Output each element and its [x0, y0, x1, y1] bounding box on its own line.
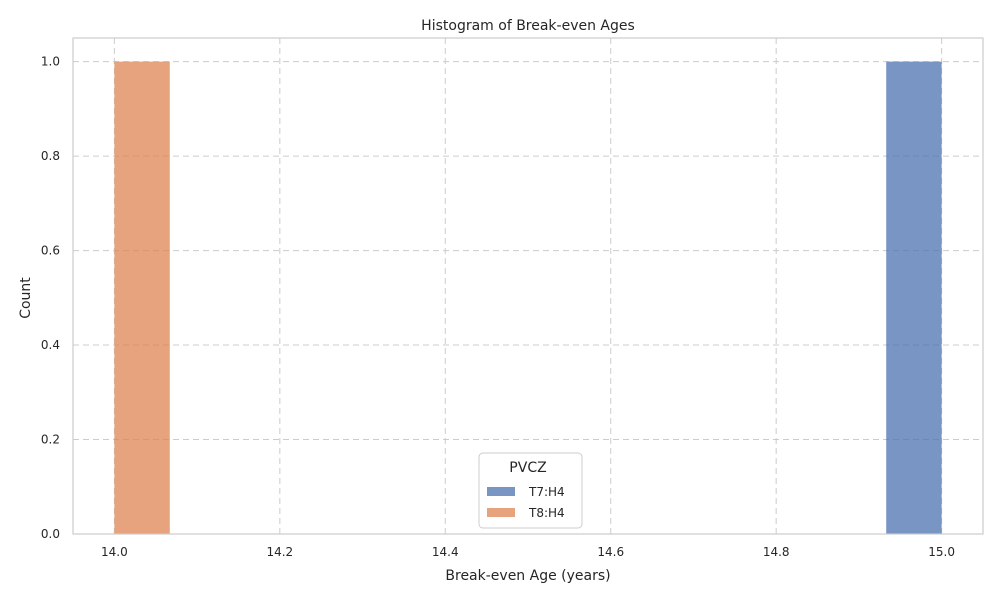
y-tick-label: 1.0: [41, 55, 60, 69]
legend-swatch-t7-h4: [487, 487, 515, 496]
x-tick-label: 14.4: [432, 545, 459, 559]
plot-frame: [72, 37, 984, 535]
x-tick-label: 14.8: [763, 545, 790, 559]
axis-ticks: 14.0 14.2 14.4 14.6 14.8 15.0 0.0 0.2 0.4 0.6 0.8 1…: [41, 55, 955, 559]
x-tick-label: 14.0: [101, 545, 128, 559]
y-axis-label: Count: [18, 277, 34, 319]
y-tick-label: 0.0: [41, 527, 60, 541]
x-tick-label: 14.6: [597, 545, 624, 559]
histogram-bar-t7-h4: [886, 61, 942, 534]
legend-title: PVCZ: [509, 460, 546, 476]
x-axis-label: Break-even Age (years): [445, 568, 610, 584]
histogram-bars: [114, 61, 942, 534]
chart-title: Histogram of Break-even Ages: [421, 18, 635, 34]
y-tick-label: 0.2: [41, 433, 60, 447]
y-tick-label: 0.4: [41, 338, 60, 352]
y-tick-label: 0.6: [41, 244, 60, 258]
legend-label-t8-h4: T8:H4: [528, 506, 565, 520]
legend: PVCZ T7:H4 T8:H4: [478, 452, 583, 529]
x-tick-label: 14.2: [266, 545, 293, 559]
y-tick-label: 0.8: [41, 149, 60, 163]
x-tick-label: 15.0: [928, 545, 955, 559]
legend-swatch-t8-h4: [487, 508, 515, 517]
legend-label-t7-h4: T7:H4: [528, 485, 565, 499]
histogram-bar-t8-h4: [114, 61, 170, 534]
